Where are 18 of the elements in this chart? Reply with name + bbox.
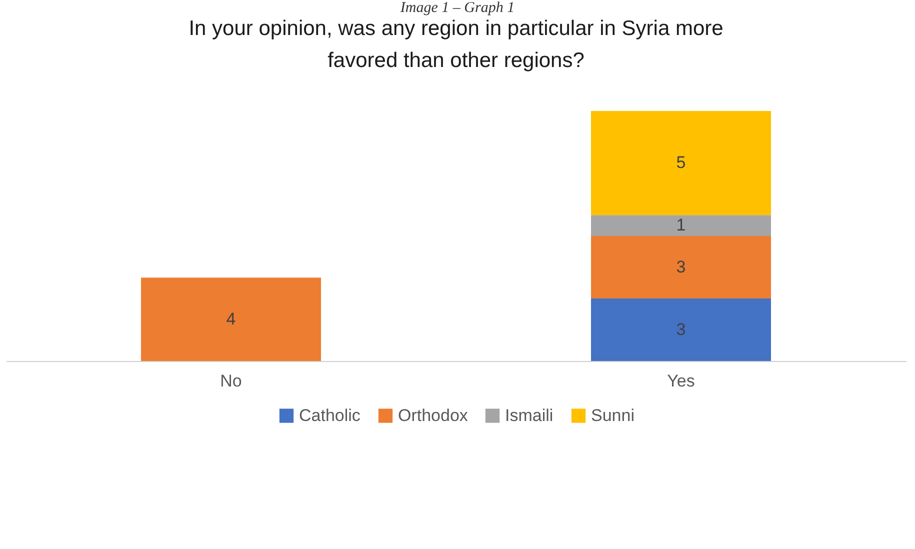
bar <box>141 278 321 361</box>
legend-label: Ismaili <box>505 406 554 425</box>
bar <box>591 236 771 298</box>
x-tick-label: Yes <box>667 372 695 390</box>
legend-label: Orthodox <box>398 406 468 425</box>
x-tick-label: No <box>220 372 242 390</box>
data-label: 1 <box>676 216 686 235</box>
data-label: 5 <box>676 153 686 172</box>
data-label: 3 <box>676 257 686 276</box>
legend-label: Sunni <box>591 406 634 425</box>
bar <box>591 298 771 361</box>
bar <box>591 215 771 236</box>
chart-title: In your opinion, was any region in particular in Syria more favored than other regions? <box>188 17 724 72</box>
text: Image 1 – Graph 1 <box>399 0 516 18</box>
data-label: 3 <box>676 320 686 339</box>
bar <box>591 111 771 216</box>
legend-label: Catholic <box>299 406 361 425</box>
data-label: 4 <box>226 309 236 328</box>
